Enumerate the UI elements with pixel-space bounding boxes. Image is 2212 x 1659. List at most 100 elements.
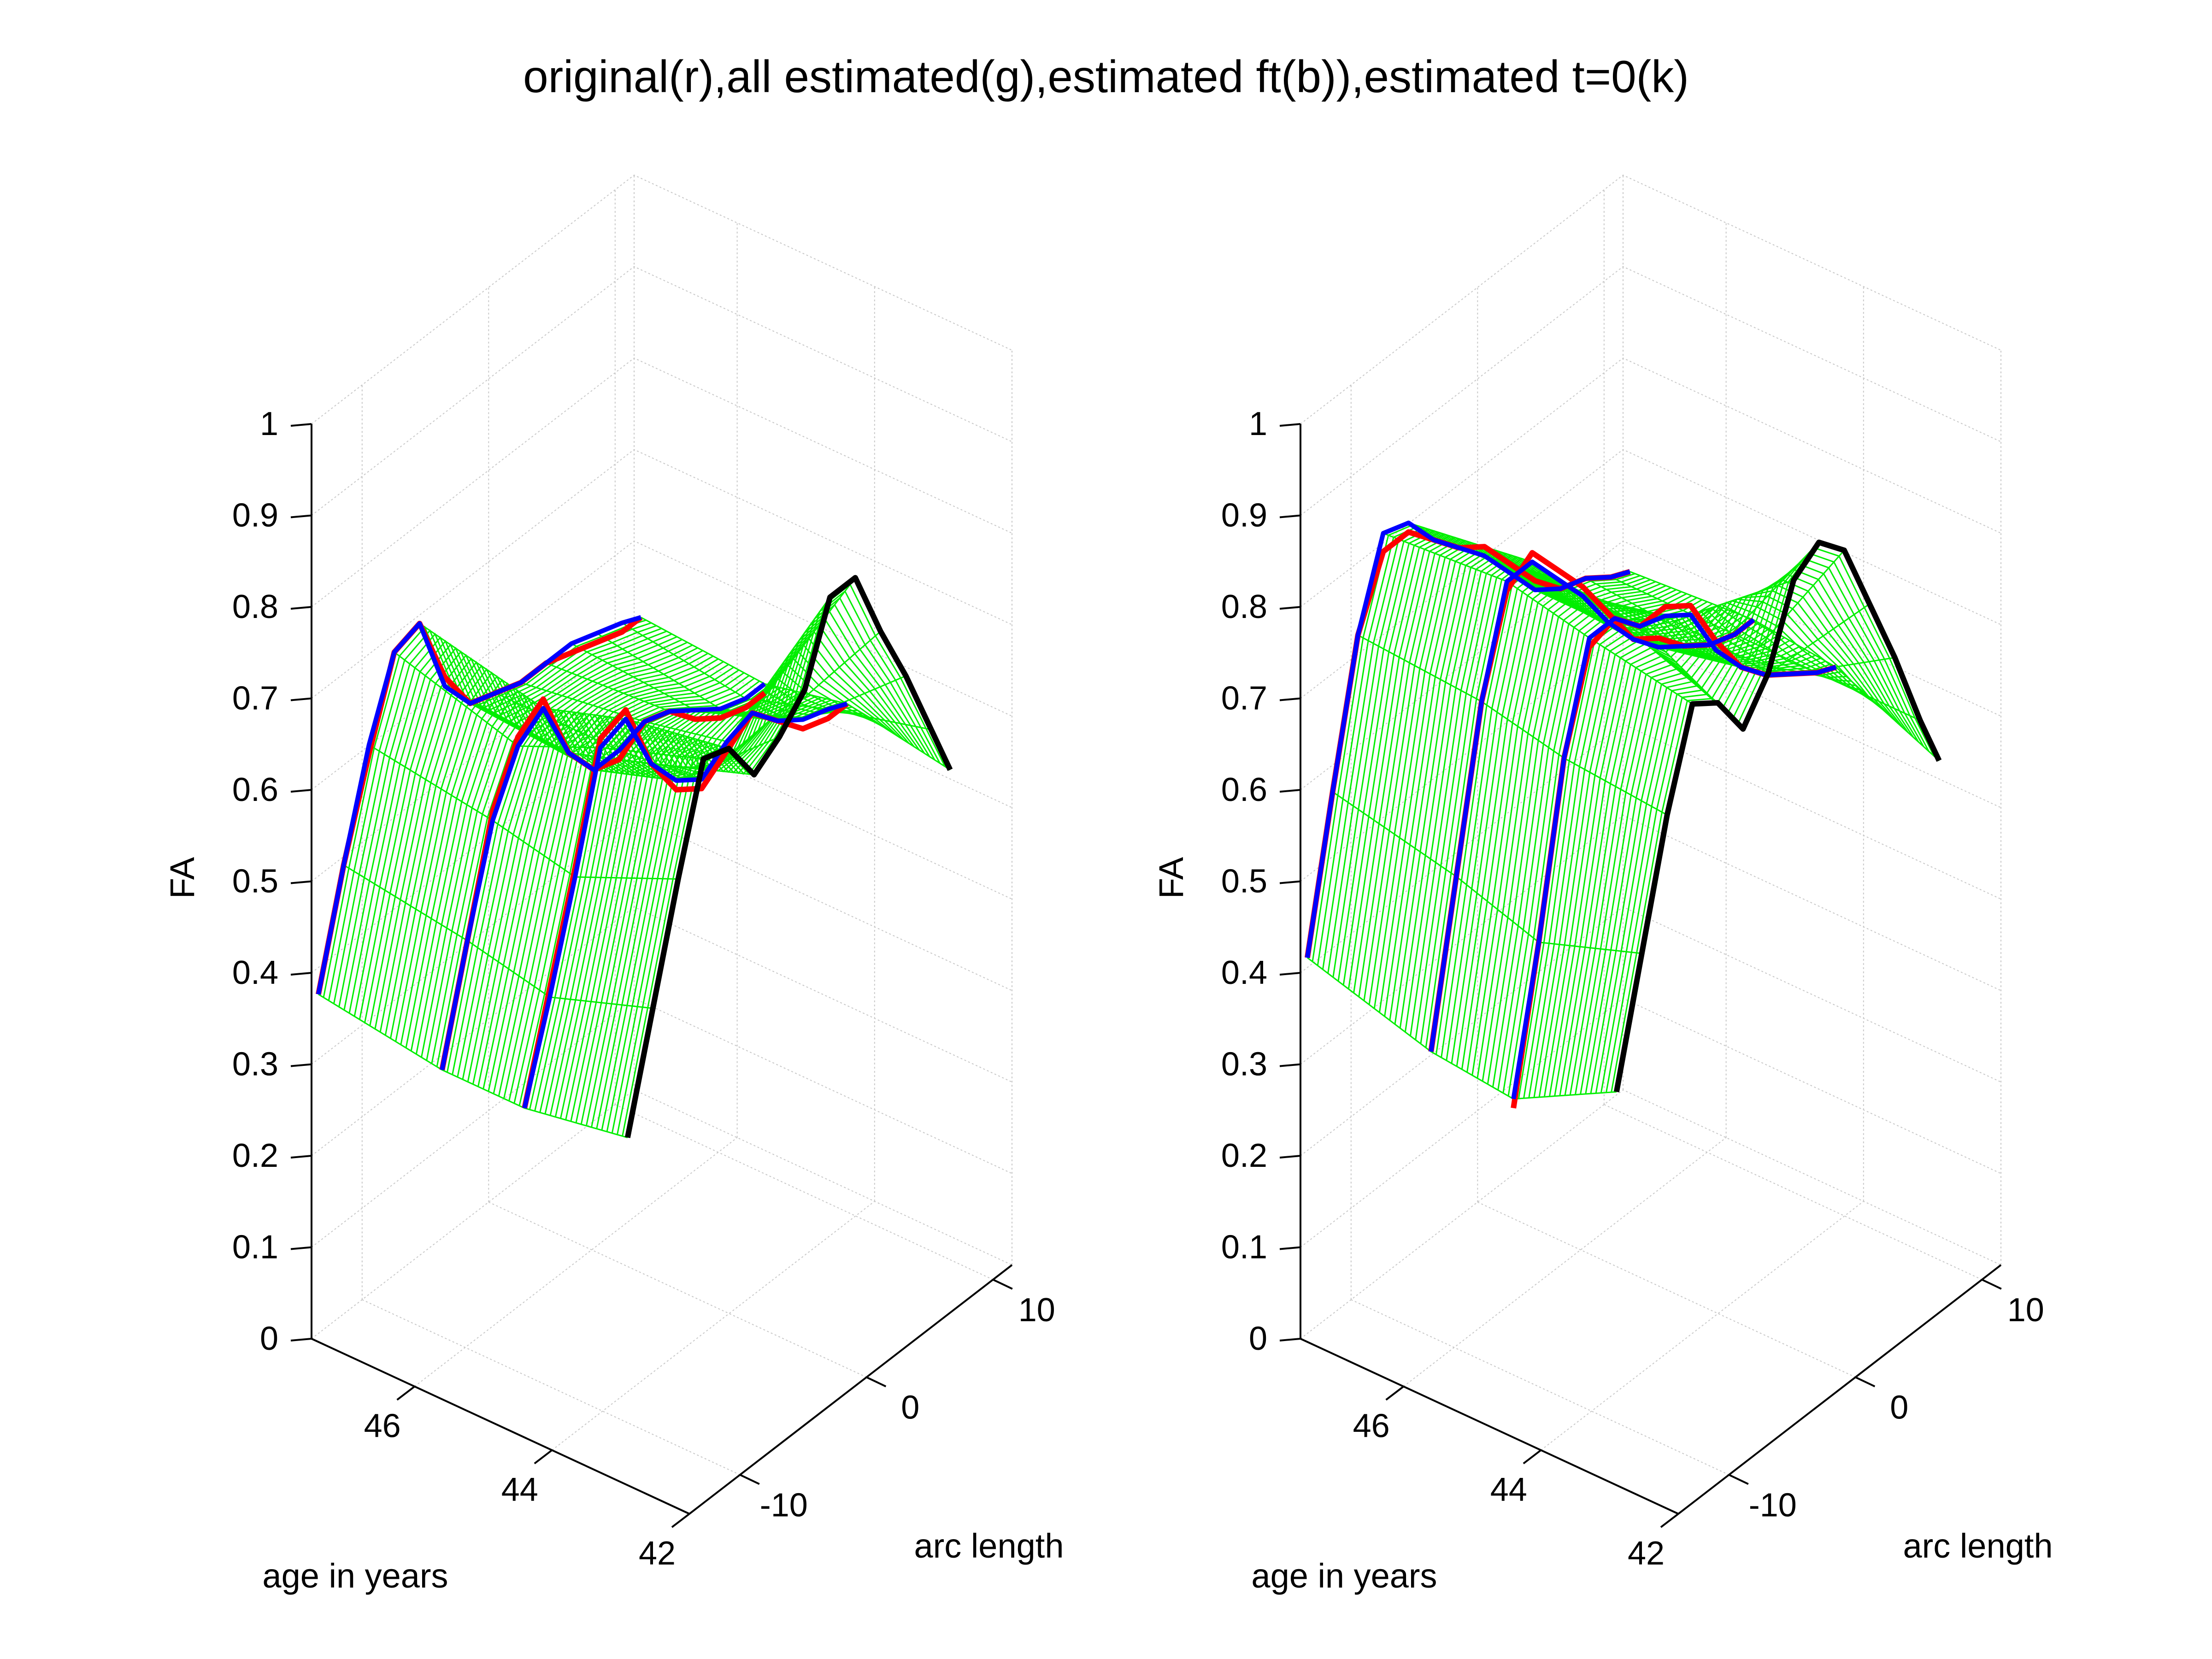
z-gridline [311, 174, 1012, 424]
z-tick-label: 0 [1249, 1320, 1267, 1357]
surface-mesh-line [343, 630, 667, 1011]
z-tick-label: 0.2 [1221, 1137, 1267, 1174]
x-tick-label: 46 [1353, 1408, 1390, 1445]
surface-mesh-line [596, 617, 920, 1129]
z-tick-label: 0.1 [1221, 1229, 1267, 1266]
z-tick-label: 0.3 [1221, 1046, 1267, 1083]
z-tick [1279, 1338, 1301, 1341]
y-tick [992, 1278, 1013, 1290]
x-axis-line [311, 1338, 690, 1515]
z-tick-label: 0.8 [1221, 588, 1267, 625]
floor-arc-gridline [1477, 1201, 1856, 1378]
z-gridline [311, 1089, 1012, 1339]
z-tick [1279, 423, 1301, 427]
estimated-ft-curve [316, 615, 642, 995]
z-tick [1279, 1155, 1301, 1159]
surface-mesh-line [606, 604, 930, 1132]
z-gridline [311, 906, 1012, 1156]
surface-mesh-line [368, 744, 678, 880]
surface-mesh-line [1477, 593, 1800, 1079]
surface-mesh-line [1543, 603, 1867, 1097]
surface-mesh-line [1461, 582, 1785, 1070]
surface-mesh-line [1415, 556, 1739, 1040]
surface-mesh-line [419, 623, 729, 749]
x-tick [1523, 1449, 1542, 1465]
z-gridline [311, 998, 1012, 1248]
axis-lines: 0 0.1 0.2 0.3 0.4 0.5 0.6 0.7 0.8 0.9 1 42 44 46 -10 0 1… [1221, 406, 2044, 1572]
surface-mesh-line [405, 664, 729, 1048]
floor-age-gridline [552, 1201, 875, 1451]
z-tick [290, 789, 312, 793]
surface-mesh-line [1425, 559, 1749, 1048]
y-tick-label: -10 [1749, 1487, 1797, 1524]
x-tick-label: 44 [501, 1471, 538, 1508]
surface-mesh-line [348, 633, 672, 1013]
x-tick-label: 42 [639, 1535, 676, 1572]
floor-age-gridline [1403, 1137, 1727, 1387]
surface-mesh-line [1548, 601, 1873, 1097]
floor-arc-gridline [362, 1299, 741, 1476]
surface-mesh-line [585, 630, 910, 1126]
figure-title: original(r),all estimated(g),estimated f… [523, 51, 1689, 102]
z-gridline [311, 449, 1012, 699]
surface-mesh-line [338, 628, 662, 1007]
floor-arc-gridline [1604, 1104, 1983, 1280]
x-tick-label: 42 [1628, 1535, 1665, 1572]
z-tick [1279, 880, 1301, 884]
surface-mesh-line [394, 652, 704, 760]
surface-mesh-line [1535, 550, 1845, 668]
y-axis-line [1677, 1264, 2002, 1515]
z-tick-label: 1 [260, 406, 278, 442]
z-tick-label: 0.4 [232, 954, 278, 991]
surface-mesh-line [575, 644, 900, 1123]
surface-mesh-line [1590, 568, 1914, 1094]
surface-mesh-line [446, 684, 771, 1073]
z-axis-label: FA [163, 857, 201, 899]
x-tick [396, 1386, 415, 1401]
x-tick [671, 1513, 690, 1528]
z-tick-label: 0.6 [232, 771, 278, 808]
z-tick [290, 697, 312, 701]
y-tick [739, 1474, 760, 1485]
z-tick [290, 1338, 312, 1341]
surface-mesh-line [359, 639, 682, 1020]
z-tick-label: 0.6 [1221, 771, 1267, 808]
z-tick-label: 0 [260, 1320, 278, 1357]
surface-mesh-line [1559, 598, 1883, 1096]
surface-mesh-line [323, 619, 647, 998]
y-tick [1728, 1474, 1749, 1485]
z-tick-label: 0.9 [232, 497, 278, 534]
right-3d-axes: 0 0.1 0.2 0.3 0.4 0.5 0.6 0.7 0.8 0.9 1 42 44 46 -10 0 1… [1152, 174, 2053, 1595]
surface-mesh-line [1353, 536, 1677, 993]
surface-mesh-line [1538, 605, 1862, 1098]
estimated-ft-curve [522, 701, 848, 1109]
z-axis-label: FA [1152, 857, 1190, 899]
surface-mesh-line [1574, 584, 1899, 1095]
surface-mesh-line [1600, 558, 1924, 1093]
z-gridline [311, 357, 1012, 607]
estimated-ft-curve [1429, 559, 1755, 1052]
z-tick [1279, 972, 1301, 976]
z-tick [1279, 789, 1301, 793]
surface-mesh-line [1569, 590, 1894, 1095]
y-tick-label: -10 [760, 1487, 808, 1524]
surface-mesh-line [580, 637, 905, 1125]
y-tick [1981, 1278, 2002, 1290]
x-tick [1385, 1386, 1404, 1401]
y-tick-label: 10 [1018, 1292, 1055, 1329]
surface-mesh-line [1509, 541, 1820, 651]
y-axis-line [688, 1264, 1013, 1515]
grid-lines [311, 174, 1012, 1514]
z-gridline [1300, 174, 2001, 424]
surface-mesh-line [641, 617, 951, 771]
y-axis-label: arc length [1903, 1527, 2053, 1565]
surface-mesh-line [1611, 547, 1935, 1093]
y-tick-label: 10 [2007, 1292, 2044, 1329]
z-tick [290, 606, 312, 610]
estimated-t0-curve [624, 575, 953, 1138]
z-tick [290, 880, 312, 884]
z-tick-label: 0.8 [232, 588, 278, 625]
surface-mesh-line [1564, 595, 1888, 1096]
surface-mesh-line [622, 583, 946, 1136]
surface-mesh-line [1554, 600, 1878, 1096]
